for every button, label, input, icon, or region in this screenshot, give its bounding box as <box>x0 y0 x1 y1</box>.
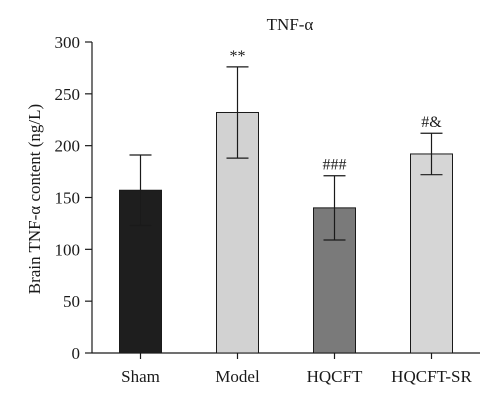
annotations: ** ### #& <box>230 48 443 174</box>
error-bars <box>129 66 443 241</box>
significance-label: #& <box>421 114 442 131</box>
x-ticks: Sham Model HQCFT HQCFT-SR <box>121 353 472 386</box>
y-ticks: 0 50 100 150 200 250 300 <box>55 33 92 363</box>
x-tick-label: HQCFT-SR <box>391 367 472 386</box>
significance-label: ### <box>323 157 347 174</box>
y-tick-label: 50 <box>63 292 80 311</box>
y-tick-label: 0 <box>72 344 81 363</box>
significance-label: ** <box>230 48 246 65</box>
y-axis-label: Brain TNF-α content (ng/L) <box>25 104 44 294</box>
bars <box>119 111 453 354</box>
y-tick-label: 300 <box>55 33 81 52</box>
x-tick-label: Sham <box>121 367 160 386</box>
bar-hqcft-sr <box>410 153 453 354</box>
y-tick-label: 250 <box>55 85 81 104</box>
y-tick-label: 100 <box>55 240 81 259</box>
chart-title: TNF-α <box>267 15 314 34</box>
x-tick-label: HQCFT <box>307 367 363 386</box>
y-tick-label: 150 <box>55 189 81 208</box>
x-tick-label: Model <box>215 367 260 386</box>
y-tick-label: 200 <box>55 137 81 156</box>
